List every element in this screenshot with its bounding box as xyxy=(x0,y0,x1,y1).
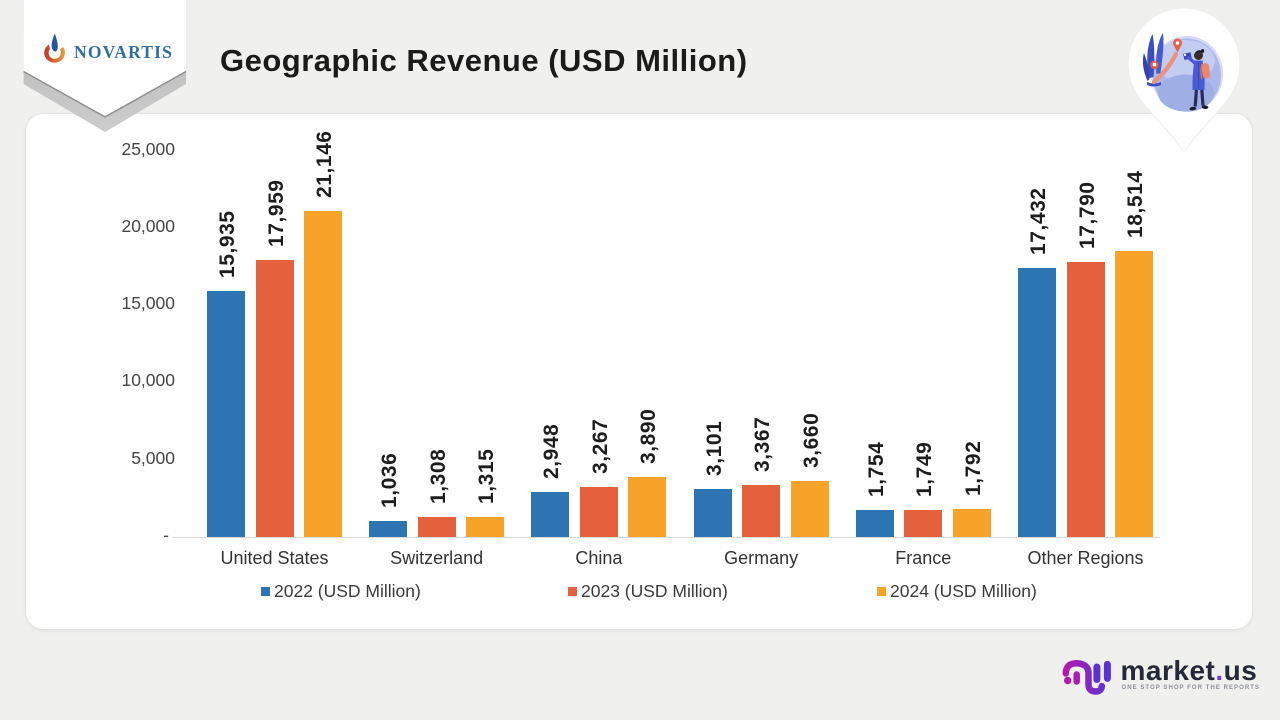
svg-text:market.us: market.us xyxy=(1121,655,1258,686)
svg-text:ONE STOP SHOP FOR THE REPORTS: ONE STOP SHOP FOR THE REPORTS xyxy=(1122,685,1260,691)
svg-text:NOVARTIS: NOVARTIS xyxy=(74,42,173,62)
